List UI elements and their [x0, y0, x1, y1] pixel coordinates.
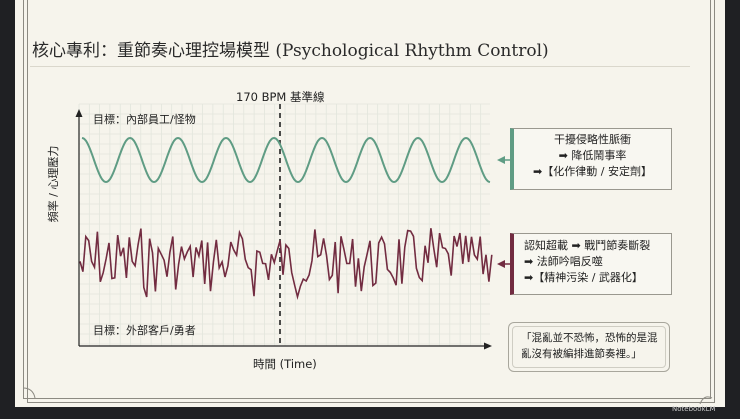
quote-text: 「混亂並不恐怖，恐怖的是混亂沒有被編排進節奏裡。」 [521, 332, 658, 360]
frame-corner-ornament [699, 396, 713, 405]
internal-effect-box: 干擾侵略性脈衝 ➡ 降低鬧事率 ➡【化作律動 / 安定劑】 [510, 128, 672, 190]
lower-chaotic-wave [79, 228, 493, 300]
x-axis-arrow-icon [484, 342, 492, 350]
quote-box: 「混亂並不恐怖，恐怖的是混亂沒有被編排進節奏裡。」 [508, 322, 670, 372]
box-line: 干擾侵略性脈衝 [554, 133, 631, 146]
lower-series-label: 目標：外部客戶/勇者 [93, 324, 196, 337]
y-axis-label: 頻率 / 心理壓力 [47, 145, 60, 223]
grid [78, 103, 490, 346]
y-axis-arrow-icon [75, 109, 83, 117]
box-line: ➡ 降低鬧事率 [558, 149, 627, 162]
box-line: ➡ 法師吟唱反噬 [524, 255, 603, 268]
frame-border [27, 0, 715, 403]
box-line: ➡【精神污染 / 武器化】 [524, 271, 643, 284]
upper-sine-wave [81, 136, 491, 184]
page-title: 核心專利：重節奏心理控場模型 (Psychological Rhythm Con… [32, 41, 549, 61]
upper-series-label: 目標：內部員工/怪物 [93, 113, 196, 126]
arrow-left-icon [497, 156, 505, 164]
box-line: ➡【化作律動 / 安定劑】 [533, 165, 652, 178]
divider [30, 66, 690, 67]
slide [15, 0, 725, 407]
baseline-label: 170 BPM 基準線 [236, 90, 325, 104]
frame-border [23, 0, 711, 399]
arrow-left-icon [497, 260, 505, 268]
quote-inner-border [512, 326, 666, 368]
brand-watermark: NotebookLM [672, 405, 716, 413]
external-effect-box: 認知超載 ➡ 戰鬥節奏斷裂 ➡ 法師吟唱反噬 ➡【精神污染 / 武器化】 [510, 233, 672, 295]
box-line: 認知超載 ➡ 戰鬥節奏斷裂 [524, 239, 651, 252]
frame-corner-ornament [22, 387, 36, 399]
x-axis-label: 時間 (Time) [253, 357, 317, 371]
